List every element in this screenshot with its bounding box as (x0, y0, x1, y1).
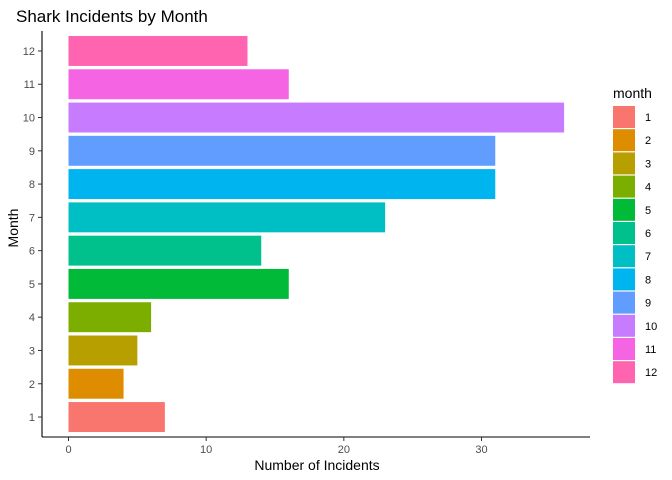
legend-key-12 (613, 361, 635, 384)
legend-key-5 (613, 198, 635, 221)
bar-month-5 (68, 268, 289, 299)
legend-key-2 (613, 129, 635, 152)
legend-key-9 (613, 291, 635, 314)
x-tick-label-20: 20 (338, 444, 350, 456)
legend-label-6: 6 (645, 228, 651, 240)
y-tick-label-12: 12 (23, 46, 35, 58)
legend-label-1: 1 (645, 112, 651, 124)
bars (68, 35, 565, 433)
x-axis-title: Number of Incidents (254, 457, 379, 473)
bar-month-9 (68, 135, 496, 166)
y-tick-label-8: 8 (29, 179, 35, 191)
legend-label-8: 8 (645, 274, 651, 286)
y-tick-label-2: 2 (29, 379, 35, 391)
chart-title: Shark Incidents by Month (16, 7, 208, 26)
legend-label-10: 10 (645, 321, 657, 333)
y-tick-label-5: 5 (29, 279, 35, 291)
x-tick-label-0: 0 (65, 444, 71, 456)
legend-label-12: 12 (645, 367, 657, 379)
bar-month-11 (68, 69, 289, 100)
bar-month-10 (68, 102, 565, 133)
y-tick-label-4: 4 (29, 312, 35, 324)
x-axis: 0 10 20 30 (42, 436, 590, 456)
y-tick-label-7: 7 (29, 212, 35, 224)
legend-label-3: 3 (645, 158, 651, 170)
legend-key-6 (613, 222, 635, 244)
y-axis-title: Month (5, 209, 21, 248)
bar-month-1 (68, 402, 165, 433)
legend-label-11: 11 (645, 344, 656, 356)
legend-key-4 (613, 175, 635, 198)
y-tick-label-3: 3 (29, 345, 35, 357)
legend-title: month (613, 85, 652, 101)
legend-label-5: 5 (645, 205, 651, 217)
legend-key-10 (613, 314, 635, 337)
bar-month-6 (68, 235, 262, 266)
legend-label-4: 4 (645, 182, 651, 194)
legend-label-2: 2 (645, 135, 651, 147)
x-tick-label-10: 10 (200, 444, 212, 456)
y-tick-label-10: 10 (23, 113, 35, 125)
legend-key-3 (613, 152, 635, 175)
bar-month-3 (68, 335, 138, 366)
legend-key-8 (613, 268, 635, 291)
legend-label-7: 7 (645, 251, 651, 263)
y-tick-label-1: 1 (29, 412, 35, 424)
y-tick-label-11: 11 (24, 79, 35, 91)
bar-month-4 (68, 302, 152, 333)
legend-label-9: 9 (645, 298, 651, 310)
y-tick-label-9: 9 (29, 146, 35, 158)
bar-month-12 (68, 35, 248, 66)
bar-month-2 (68, 368, 124, 399)
legend-key-1 (613, 106, 635, 128)
bar-month-8 (68, 169, 496, 200)
bar-month-7 (68, 202, 386, 233)
x-tick-label-30: 30 (475, 444, 487, 456)
legend-key-11 (613, 338, 635, 360)
y-tick-label-6: 6 (29, 246, 35, 258)
legend-key-7 (613, 245, 635, 268)
